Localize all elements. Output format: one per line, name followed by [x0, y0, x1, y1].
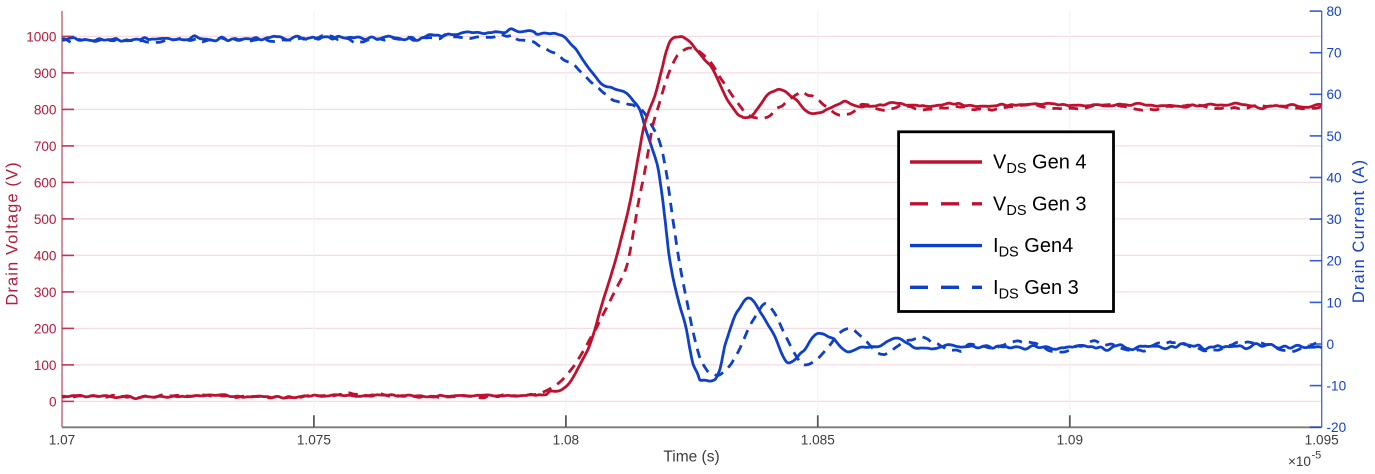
svg-text:VDS Gen 4: VDS Gen 4: [993, 152, 1087, 178]
svg-text:700: 700: [34, 139, 57, 154]
svg-text:10: 10: [1327, 295, 1343, 310]
svg-text:400: 400: [34, 248, 57, 263]
svg-text:40: 40: [1327, 170, 1343, 185]
svg-text:900: 900: [34, 66, 57, 81]
svg-text:-20: -20: [1327, 420, 1347, 435]
svg-text:200: 200: [34, 321, 57, 336]
svg-text:1000: 1000: [26, 29, 57, 44]
svg-text:70: 70: [1327, 46, 1343, 61]
svg-text:300: 300: [34, 285, 57, 300]
svg-text:Time (s): Time (s): [663, 449, 719, 466]
svg-text:0: 0: [49, 394, 57, 409]
svg-text:1.09: 1.09: [1057, 433, 1083, 448]
svg-text:600: 600: [34, 175, 57, 190]
svg-text:1.075: 1.075: [297, 433, 331, 448]
svg-text:1.085: 1.085: [801, 433, 835, 448]
svg-text:20: 20: [1327, 254, 1343, 269]
svg-text:60: 60: [1327, 87, 1343, 102]
svg-text:1.07: 1.07: [49, 433, 75, 448]
svg-text:100: 100: [34, 358, 57, 373]
svg-text:Drain Current (A): Drain Current (A): [1350, 159, 1368, 303]
svg-text:Drain Voltage (V): Drain Voltage (V): [4, 161, 22, 305]
svg-text:1.08: 1.08: [553, 433, 579, 448]
svg-text:50: 50: [1327, 129, 1343, 144]
svg-text:×10: ×10: [1288, 454, 1311, 469]
svg-text:0: 0: [1327, 337, 1335, 352]
svg-text:80: 80: [1327, 4, 1343, 19]
svg-text:-5: -5: [1312, 450, 1322, 462]
svg-text:1.095: 1.095: [1305, 433, 1339, 448]
svg-text:800: 800: [34, 102, 57, 117]
svg-text:30: 30: [1327, 212, 1343, 227]
svg-text:500: 500: [34, 212, 57, 227]
svg-text:-10: -10: [1327, 379, 1347, 394]
